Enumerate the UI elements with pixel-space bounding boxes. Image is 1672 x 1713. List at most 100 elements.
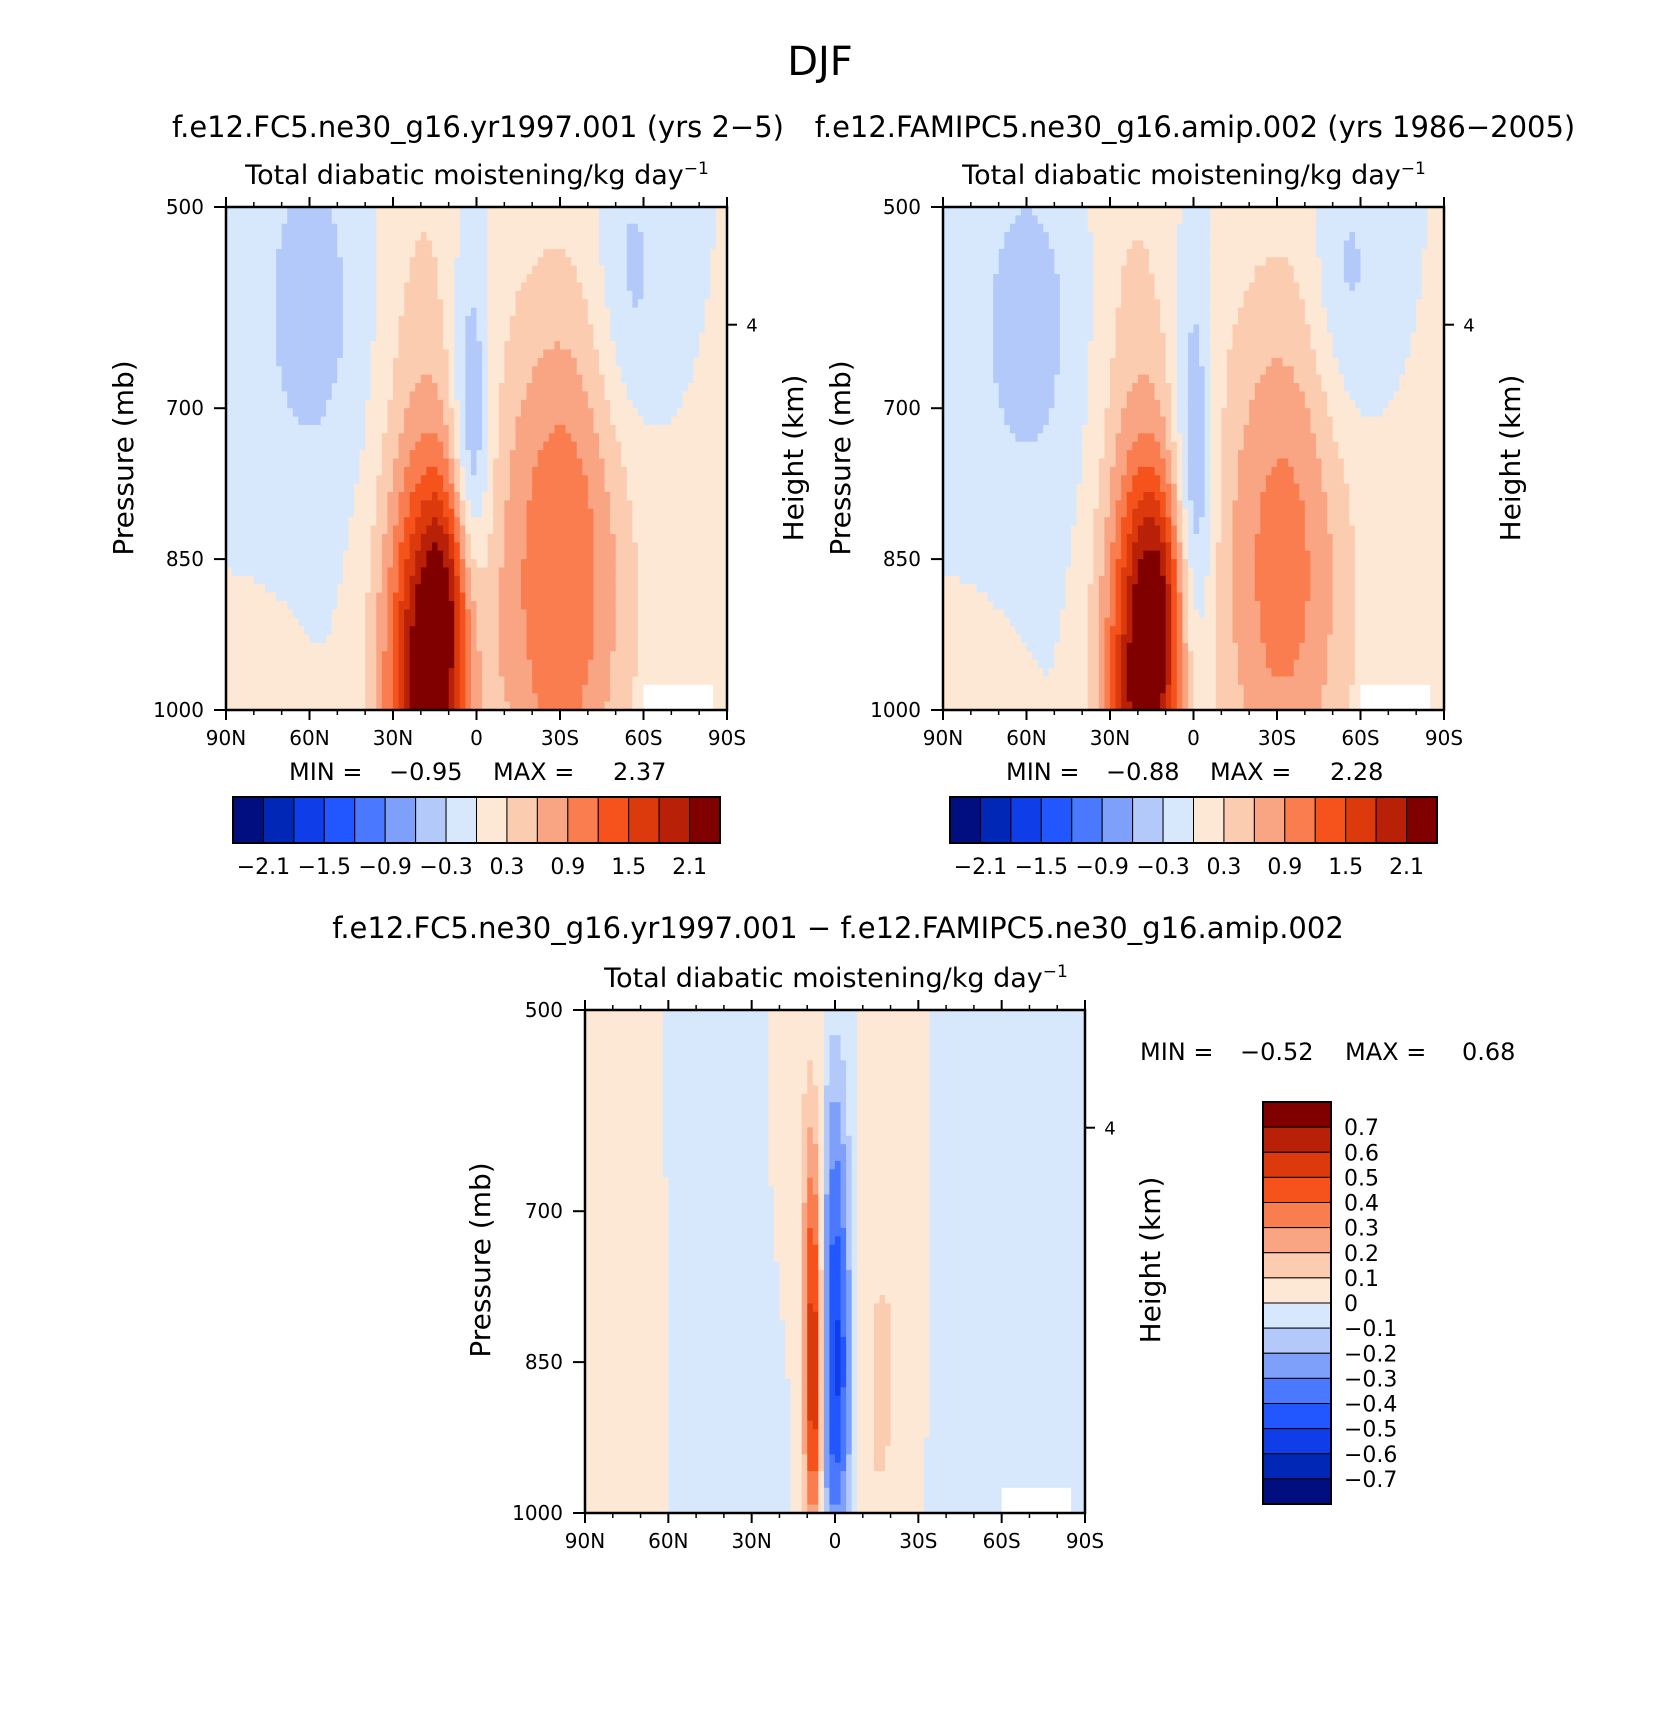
colorbar-label: −0.9 xyxy=(358,855,411,880)
x-tick-label: 90N xyxy=(206,726,246,750)
right-tick-label: 4 xyxy=(1463,316,1474,337)
figure-title: DJF xyxy=(787,39,853,85)
panel-2-max-value: 2.28 xyxy=(1330,758,1383,786)
panel-1-ylabel: Pressure (mb) xyxy=(107,360,140,555)
colorbar-label: −0.4 xyxy=(1344,1393,1397,1418)
panel-3-colorbar: 0.70.60.50.40.30.20.10−0.1−0.2−0.3−0.4−0… xyxy=(1262,1101,1397,1505)
colorbar-swatch xyxy=(628,796,660,844)
colorbar-swatch xyxy=(1262,1126,1332,1153)
panel-2-field xyxy=(943,207,1445,711)
colorbar-swatch xyxy=(597,796,630,844)
x-tick-label: 30S xyxy=(541,726,579,750)
panel-3-min-value: −0.52 xyxy=(1240,1038,1314,1066)
panel-1-colorbar: −2.1 −1.5 −0.9 −0.3 0.3 0.9 1.5 2.1 xyxy=(232,796,721,880)
panel-1-ylabel-right: Height (km) xyxy=(777,375,810,542)
colorbar-label: 0.9 xyxy=(550,855,585,880)
colorbar-swatch xyxy=(979,796,1012,844)
y-tick-label: 700 xyxy=(166,396,204,420)
diff-title: f.e12.FC5.ne30_g16.yr1997.001 − f.e12.FA… xyxy=(332,911,1344,945)
x-tick-label: 60N xyxy=(1006,726,1046,750)
y-tick-label: 850 xyxy=(525,1350,563,1374)
x-tick-label: 90N xyxy=(565,1529,605,1553)
panel-3-axes: 90N 60N 30N 0 30S 60S 90S 500 700 850 1000 4 xyxy=(512,998,1116,1553)
y-tick-label: 500 xyxy=(883,195,921,219)
x-tick-label: 90S xyxy=(1066,1529,1104,1553)
colorbar-swatch xyxy=(1406,796,1438,844)
colorbar-swatch xyxy=(949,796,981,844)
colorbar-swatch xyxy=(1253,796,1286,844)
colorbar-swatch xyxy=(232,796,264,844)
colorbar-label: −1.5 xyxy=(298,855,351,880)
colorbar-swatch xyxy=(1262,1327,1332,1354)
y-tick-label: 700 xyxy=(883,396,921,420)
y-tick-label: 1000 xyxy=(153,698,204,722)
colorbar-label: −2.1 xyxy=(237,855,290,880)
colorbar-swatch xyxy=(262,796,295,844)
colorbar-swatch xyxy=(1262,1302,1332,1329)
colorbar-swatch xyxy=(293,796,325,844)
colorbar-swatch xyxy=(445,796,477,844)
y-tick-label: 1000 xyxy=(870,698,921,722)
panel-1-field xyxy=(226,207,728,711)
y-tick-label: 500 xyxy=(166,195,204,219)
colorbar-swatch xyxy=(1314,796,1347,844)
colorbar-swatch xyxy=(1262,1101,1332,1128)
x-tick-label: 90N xyxy=(923,726,963,750)
colorbar-swatch xyxy=(476,796,508,844)
panel-2: f.e12.FAMIPC5.ne30_g16.amip.002 (yrs 198… xyxy=(777,110,1575,880)
colorbar-swatch xyxy=(1262,1252,1332,1279)
colorbar-swatch xyxy=(1223,796,1255,844)
panel-1-subtitle: Total diabatic moistening/kg day−1 xyxy=(244,159,709,191)
colorbar-swatch xyxy=(658,796,691,844)
x-tick-label: 90S xyxy=(1425,726,1463,750)
colorbar-swatch xyxy=(506,796,538,844)
colorbar-swatch xyxy=(689,796,721,844)
colorbar-label: 0.2 xyxy=(1344,1242,1379,1267)
colorbar-swatch xyxy=(1193,796,1225,844)
panel-3-ylabel: Pressure (mb) xyxy=(464,1162,497,1357)
colorbar-swatch xyxy=(354,796,386,844)
panel-3: f.e12.FC5.ne30_g16.yr1997.001 − f.e12.FA… xyxy=(332,911,1515,1553)
colorbar-swatch xyxy=(1345,796,1377,844)
x-tick-label: 0 xyxy=(470,726,483,750)
panel-1-max-label: MAX = xyxy=(493,758,574,786)
colorbar-label: −1.5 xyxy=(1015,855,1068,880)
colorbar-label: 1.5 xyxy=(1328,855,1363,880)
colorbar-swatch xyxy=(1284,796,1316,844)
panel-2-max-label: MAX = xyxy=(1210,758,1291,786)
x-tick-label: 30S xyxy=(899,1529,937,1553)
panel-2-subtitle: Total diabatic moistening/kg day−1 xyxy=(961,159,1426,191)
panel-3-subtitle: Total diabatic moistening/kg day−1 xyxy=(603,962,1068,994)
colorbar-label: −0.7 xyxy=(1344,1468,1397,1493)
colorbar-swatch xyxy=(384,796,417,844)
colorbar-swatch xyxy=(1262,1428,1332,1455)
colorbar-label: 0 xyxy=(1344,1292,1358,1317)
colorbar-swatch xyxy=(1010,796,1042,844)
colorbar-swatch xyxy=(1262,1403,1332,1430)
x-tick-label: 30N xyxy=(731,1529,771,1553)
panel-3-min-label: MIN = xyxy=(1140,1038,1213,1066)
colorbar-swatch xyxy=(1262,1352,1332,1379)
colorbar-swatch xyxy=(1262,1227,1332,1254)
colorbar-label: 0.6 xyxy=(1344,1141,1379,1166)
terrain-mask xyxy=(1360,684,1431,710)
colorbar-swatch xyxy=(1262,1478,1332,1505)
x-tick-label: 90S xyxy=(708,726,746,750)
colorbar-swatch xyxy=(1101,796,1134,844)
panel-1-min-value: −0.95 xyxy=(389,758,463,786)
panel-3-field xyxy=(585,1010,1086,1514)
colorbar-label: 0.4 xyxy=(1344,1192,1379,1217)
colorbar-swatch xyxy=(1262,1176,1332,1203)
colorbar-label: 0.3 xyxy=(1206,855,1241,880)
x-tick-label: 60N xyxy=(289,726,329,750)
colorbar-swatch xyxy=(1262,1202,1332,1229)
x-tick-label: 60S xyxy=(1341,726,1379,750)
colorbar-swatch xyxy=(567,796,599,844)
y-tick-label: 850 xyxy=(883,547,921,571)
colorbar-label: −0.3 xyxy=(419,855,472,880)
colorbar-label: −0.3 xyxy=(1344,1367,1397,1392)
x-tick-label: 30S xyxy=(1258,726,1296,750)
panel-1-max-value: 2.37 xyxy=(613,758,666,786)
x-tick-label: 60S xyxy=(624,726,662,750)
